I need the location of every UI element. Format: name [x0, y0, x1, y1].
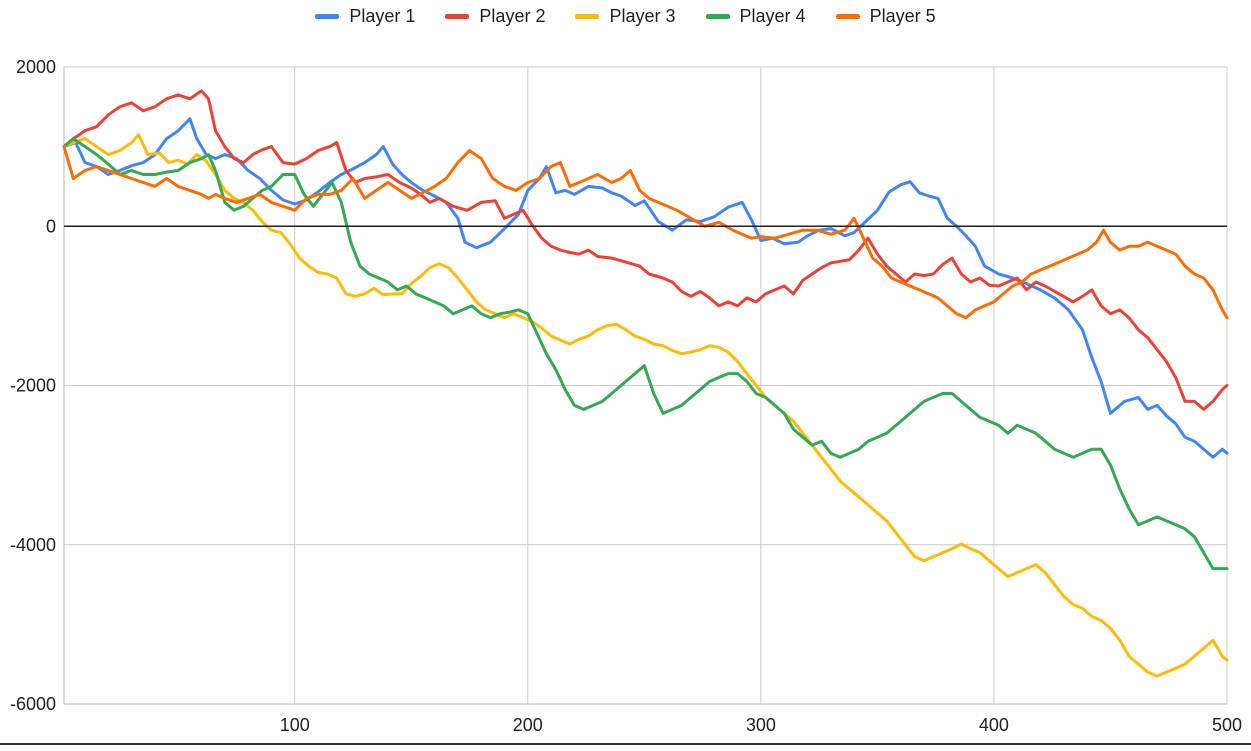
- legend-item: Player 3: [575, 6, 676, 27]
- series-line-player-5: [62, 145, 1229, 320]
- x-tick-label: 200: [513, 715, 543, 735]
- y-tick-label: -6000: [10, 694, 56, 714]
- x-tick-label: 400: [979, 715, 1009, 735]
- y-tick-label: -2000: [10, 376, 56, 396]
- legend-label: Player 1: [349, 6, 416, 26]
- x-tick-label: 500: [1212, 715, 1242, 735]
- series-line-player-1: [62, 117, 1229, 459]
- series-lines: [62, 89, 1229, 678]
- legend-swatch: [835, 14, 860, 19]
- legend-swatch: [315, 14, 340, 19]
- legend-item: Player 4: [705, 6, 806, 27]
- series-line-player-4: [62, 137, 1229, 571]
- y-tick-label: -4000: [10, 535, 56, 555]
- axes: [0, 67, 1251, 745]
- legend-label: Player 3: [609, 6, 676, 26]
- series-line-player-2: [62, 89, 1229, 411]
- legend-item: Player 2: [445, 6, 545, 27]
- x-tick-label: 100: [280, 715, 310, 735]
- series-line-player-3: [62, 133, 1229, 678]
- y-tick-label: 2000: [16, 57, 56, 77]
- chart-legend: Player 1 Player 2 Player 3 Player 4 Player 5: [0, 6, 1251, 27]
- y-tick-label: 0: [46, 216, 56, 236]
- legend-item: Player 1: [315, 6, 415, 27]
- legend-label: Player 4: [739, 6, 806, 26]
- tick-labels: -6000 -4000 -2000 0 2000 100 200 300 400 500: [10, 57, 1242, 735]
- legend-swatch: [705, 14, 730, 19]
- legend-swatch: [445, 14, 470, 19]
- x-tick-label: 300: [746, 715, 776, 735]
- legend-label: Player 2: [479, 6, 546, 26]
- legend-label: Player 5: [869, 6, 936, 26]
- legend-item: Player 5: [835, 6, 936, 27]
- legend-swatch: [575, 14, 600, 19]
